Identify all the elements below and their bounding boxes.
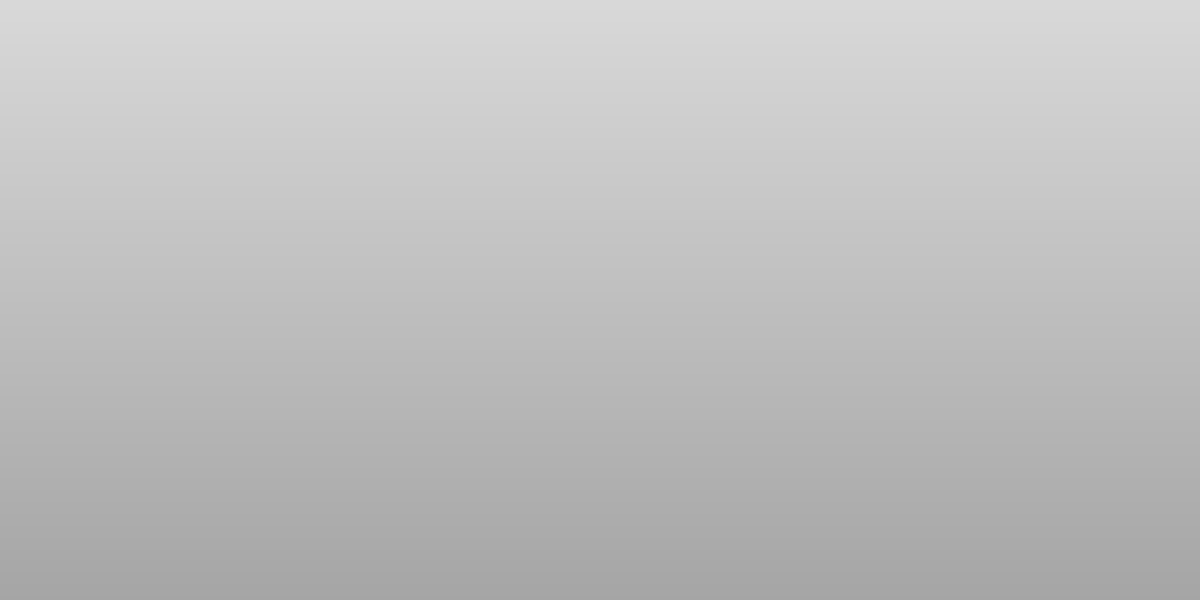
Text: TYCORUN: TYCORUN [521, 142, 607, 194]
Text: battery: battery [541, 85, 599, 100]
Text: TYCORUN: TYCORUN [773, 244, 859, 296]
Text: TYCORUN: TYCORUN [1013, 142, 1099, 194]
Text: Common operating modes of off grid inverter: Common operating modes of off grid inver… [119, 22, 1081, 58]
Text: TYCORUN: TYCORUN [29, 142, 115, 194]
Text: TYCORUN: TYCORUN [773, 442, 859, 494]
Text: TYCORUN: TYCORUN [521, 364, 607, 416]
FancyBboxPatch shape [0, 0, 1200, 81]
Text: net meter: net meter [818, 282, 898, 297]
Text: TYCORUN: TYCORUN [1013, 502, 1099, 554]
Text: utility
grid: utility grid [1140, 265, 1186, 299]
Text: TYCORUN: TYCORUN [1013, 364, 1099, 416]
Text: sun: sun [124, 189, 152, 207]
Text: TYCORUN: TYCORUN [257, 244, 343, 296]
Text: house: house [912, 461, 960, 475]
Text: -: - [612, 103, 617, 116]
Text: inverter: inverter [538, 424, 602, 438]
Text: solar panels: solar panels [113, 401, 211, 415]
Text: AC power: AC power [966, 399, 1043, 414]
Text: TYCORUN: TYCORUN [257, 442, 343, 494]
Text: TYCORUN: TYCORUN [521, 502, 607, 554]
Text: +: + [520, 103, 532, 116]
